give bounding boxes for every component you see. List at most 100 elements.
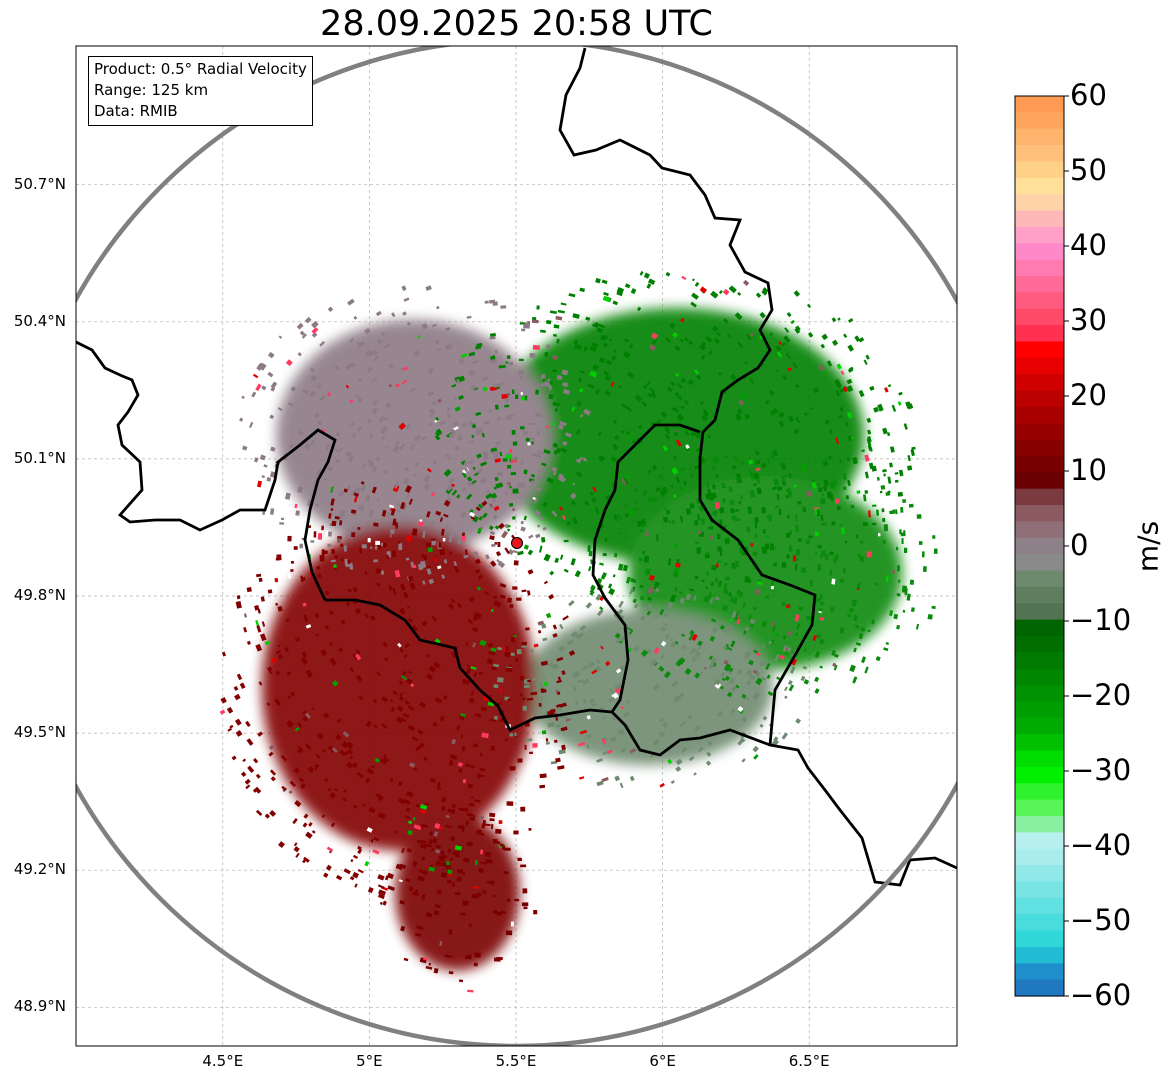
echo-bin bbox=[399, 583, 406, 591]
echo-bin bbox=[610, 381, 615, 387]
echo-bin bbox=[691, 292, 699, 300]
colorbar-segment bbox=[1015, 717, 1064, 735]
echo-bin bbox=[531, 441, 534, 445]
echo-bin bbox=[639, 584, 644, 589]
echo-bin bbox=[330, 486, 334, 494]
echo-bin bbox=[412, 861, 418, 866]
echo-bin bbox=[297, 430, 304, 436]
echo-bin bbox=[382, 900, 387, 906]
echo-bin bbox=[512, 508, 516, 512]
echo-bin bbox=[305, 831, 313, 839]
echo-bin bbox=[563, 539, 569, 543]
echo-bin bbox=[591, 342, 599, 348]
echo-bin bbox=[603, 370, 610, 377]
echo-bin bbox=[530, 767, 537, 772]
echo-bin bbox=[498, 820, 503, 824]
echo-bin bbox=[670, 780, 675, 785]
echo-bin bbox=[770, 409, 777, 416]
echo-bin bbox=[605, 359, 613, 366]
echo-bin bbox=[529, 353, 536, 358]
echo-bin bbox=[753, 483, 757, 487]
echo-bin bbox=[864, 471, 869, 479]
echo-bin bbox=[818, 607, 823, 612]
echo-bin bbox=[749, 618, 756, 624]
echo-bin bbox=[841, 527, 845, 535]
echo-bin bbox=[617, 563, 624, 571]
colorbar-tick-label-5: 10 bbox=[1070, 453, 1107, 487]
echo-bin bbox=[552, 470, 557, 476]
echo-bin bbox=[902, 609, 906, 613]
echo-bin bbox=[863, 359, 868, 365]
echo-bin bbox=[368, 806, 376, 814]
echo-bin bbox=[676, 383, 683, 389]
echo-bin bbox=[539, 515, 544, 520]
echo-bin bbox=[510, 456, 517, 461]
echo-bin bbox=[437, 398, 442, 403]
echo-bin bbox=[352, 525, 356, 531]
echo-bin bbox=[844, 540, 848, 544]
echo-bin bbox=[547, 441, 552, 447]
echo-bin bbox=[755, 671, 761, 677]
echo-bin bbox=[466, 315, 472, 319]
echo-bin bbox=[481, 732, 489, 739]
echo-bin bbox=[331, 520, 337, 527]
echo-bin bbox=[479, 639, 487, 647]
echo-bin bbox=[422, 580, 426, 585]
echo-bin bbox=[719, 519, 723, 526]
echo-bin bbox=[464, 467, 469, 473]
echo-bin bbox=[812, 634, 818, 641]
echo-bin bbox=[637, 306, 642, 312]
echo-bin bbox=[803, 679, 810, 685]
echo-bin bbox=[599, 492, 604, 498]
echo-bin bbox=[711, 484, 717, 490]
echo-bin bbox=[386, 872, 394, 880]
echo-bin bbox=[395, 440, 401, 446]
echo-bin bbox=[530, 691, 538, 696]
echo-bin bbox=[761, 620, 768, 628]
echo-bin bbox=[267, 589, 273, 594]
echo-bin bbox=[744, 361, 748, 365]
echo-bin bbox=[857, 582, 861, 589]
echo-bin bbox=[280, 517, 285, 521]
echo-bin bbox=[538, 702, 542, 707]
echo-bin bbox=[390, 508, 396, 516]
echo-bin bbox=[746, 680, 752, 686]
echo-bin bbox=[831, 578, 836, 585]
echo-bin bbox=[367, 886, 374, 894]
echo-bin bbox=[633, 488, 638, 494]
echo-bin bbox=[647, 586, 655, 595]
echo-bin bbox=[787, 367, 792, 372]
echo-bin bbox=[795, 524, 799, 532]
echo-bin bbox=[261, 475, 265, 479]
echo-bin bbox=[406, 321, 411, 326]
echo-bin bbox=[897, 401, 902, 406]
echo-bin bbox=[458, 768, 463, 773]
echo-bin bbox=[400, 501, 406, 510]
echo-bin bbox=[397, 642, 402, 648]
echo-bin bbox=[665, 633, 670, 640]
echo-bin bbox=[900, 506, 904, 513]
lat-label-0: 50.7°N bbox=[13, 174, 66, 193]
echo-bin bbox=[830, 493, 834, 501]
echo-bin bbox=[407, 724, 416, 732]
echo-bin bbox=[456, 602, 463, 609]
echo-bin bbox=[740, 494, 744, 500]
echo-bin bbox=[436, 347, 443, 352]
echo-bin bbox=[343, 868, 351, 875]
echo-bin bbox=[656, 534, 659, 541]
echo-bin bbox=[794, 563, 798, 571]
echo-bin bbox=[316, 420, 322, 426]
echo-bin bbox=[346, 761, 354, 769]
echo-bin bbox=[829, 568, 833, 577]
echo-bin bbox=[821, 522, 827, 526]
echo-bin bbox=[505, 646, 509, 652]
echo-bin bbox=[839, 578, 845, 583]
echo-bin bbox=[752, 646, 757, 651]
echo-bin bbox=[543, 553, 551, 562]
echo-bin bbox=[428, 422, 433, 427]
echo-bin bbox=[407, 705, 415, 711]
echo-bin bbox=[412, 564, 417, 569]
echo-bin bbox=[729, 667, 734, 673]
echo-bin bbox=[699, 286, 707, 294]
